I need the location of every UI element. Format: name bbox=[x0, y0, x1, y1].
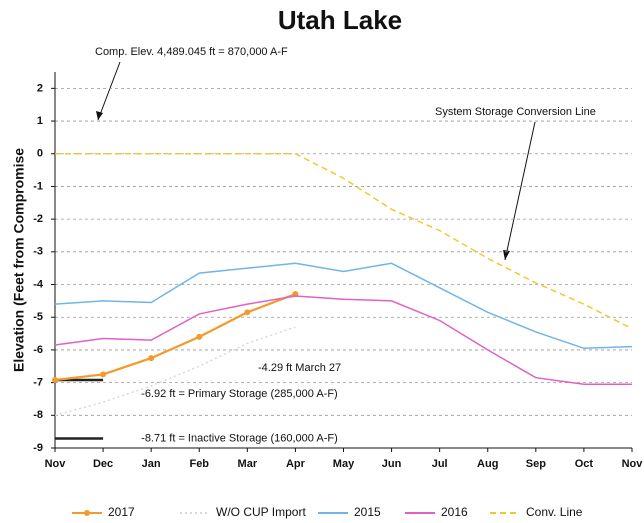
x-tick-label: Sep bbox=[526, 458, 546, 470]
x-tick-label: Nov bbox=[622, 458, 644, 470]
x-tick-label: Jun bbox=[382, 458, 402, 470]
legend-label: W/O CUP Import bbox=[216, 505, 306, 519]
x-tick-label: Mar bbox=[238, 458, 258, 470]
x-tick-label: Aug bbox=[477, 458, 498, 470]
reference-label: -8.71 ft = Inactive Storage (160,000 A-F… bbox=[141, 432, 338, 444]
x-tick-label: May bbox=[333, 458, 355, 470]
annotation: Comp. Elev. 4,489.045 ft = 870,000 A-F bbox=[95, 46, 288, 58]
data-point bbox=[196, 333, 203, 340]
arrow bbox=[97, 61, 121, 121]
arrow bbox=[504, 121, 536, 261]
chart-title: Utah Lake bbox=[278, 5, 402, 35]
y-axis-label: Elevation (Feet from Compromise bbox=[11, 148, 27, 372]
y-tick-label: -1 bbox=[33, 180, 43, 192]
y-tick-label: 1 bbox=[37, 115, 43, 127]
data-point bbox=[100, 371, 107, 378]
x-tick-label: Feb bbox=[189, 458, 209, 470]
legend-label: Conv. Line bbox=[526, 505, 583, 519]
y-tick-label: -8 bbox=[33, 409, 43, 421]
series-line bbox=[54, 292, 296, 382]
data-point bbox=[244, 309, 251, 316]
x-tick-label: Apr bbox=[286, 458, 306, 470]
x-tick-label: Dec bbox=[93, 458, 113, 470]
legend-label: 2016 bbox=[441, 505, 468, 519]
x-tick-label: Oct bbox=[575, 458, 594, 470]
annotation: System Storage Conversion Line bbox=[435, 106, 596, 118]
y-tick-label: 2 bbox=[37, 82, 43, 94]
y-tick-label: 0 bbox=[37, 148, 43, 160]
x-tick-label: Jul bbox=[432, 458, 448, 470]
arrow-head bbox=[96, 111, 103, 120]
arrow-head bbox=[503, 250, 510, 260]
data-point bbox=[148, 355, 155, 362]
legend-marker bbox=[84, 510, 90, 516]
y-tick-label: -9 bbox=[33, 442, 43, 454]
y-tick-label: -2 bbox=[33, 213, 43, 225]
reference-label: -6.92 ft = Primary Storage (285,000 A-F) bbox=[141, 388, 338, 400]
y-tick-label: -3 bbox=[33, 246, 43, 258]
series-line bbox=[54, 295, 632, 385]
series-line bbox=[54, 262, 633, 350]
data-point bbox=[52, 376, 58, 383]
y-tick-label: -5 bbox=[33, 311, 43, 323]
legend-label: 2015 bbox=[354, 505, 381, 519]
series-line bbox=[55, 152, 633, 330]
x-tick-label: Nov bbox=[45, 458, 67, 470]
x-tick-label: Jan bbox=[142, 458, 161, 470]
legend-label: 2017 bbox=[108, 505, 135, 519]
annotation: -4.29 ft March 27 bbox=[258, 362, 341, 374]
series-line bbox=[54, 326, 296, 417]
y-tick-label: -6 bbox=[33, 344, 43, 356]
y-tick-label: -7 bbox=[33, 377, 43, 389]
y-tick-label: -4 bbox=[33, 278, 44, 290]
